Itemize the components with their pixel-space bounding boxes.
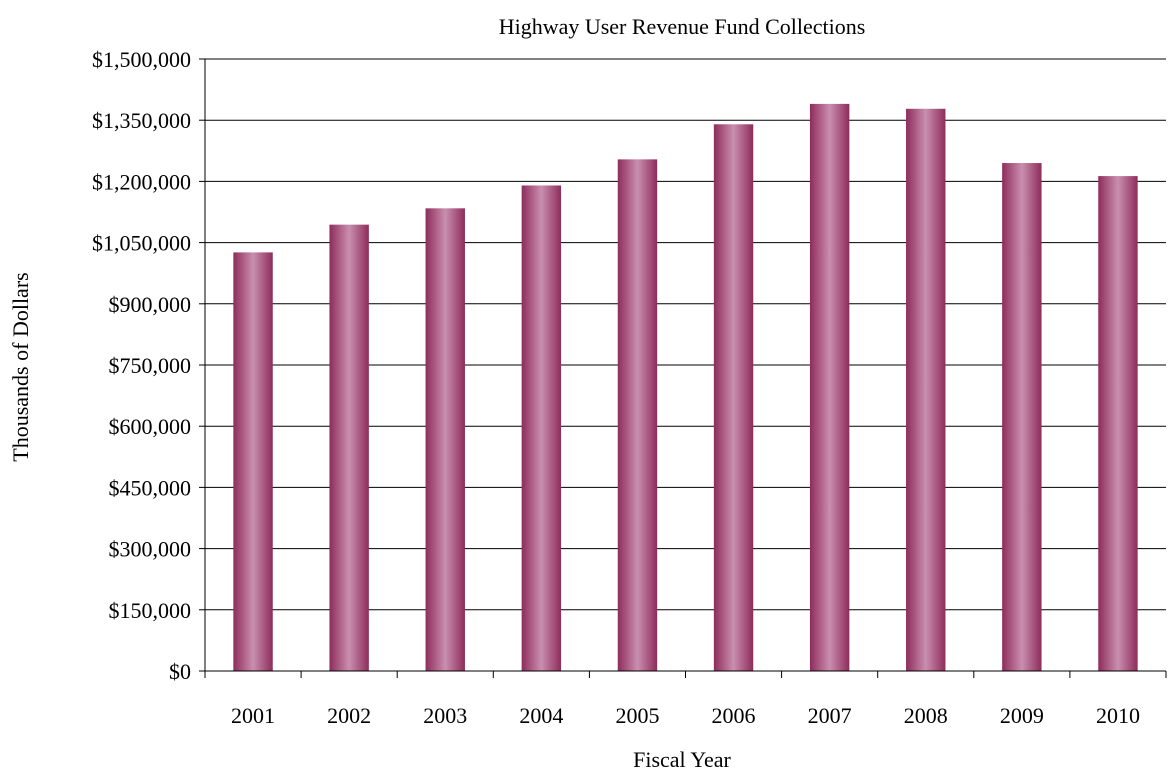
x-axis-label: Fiscal Year [633, 747, 731, 772]
y-tick-label: $0 [169, 659, 191, 684]
bar-2008 [906, 108, 946, 671]
x-tick-labels: 2001 2002 2003 2004 2005 2006 2007 2008 2009 2010 [231, 703, 1140, 728]
x-tick-label: 2004 [519, 703, 563, 728]
x-tick-label: 2010 [1096, 703, 1140, 728]
bar-2006 [713, 124, 754, 671]
x-tick-label: 2001 [231, 703, 275, 728]
y-tick-label: $750,000 [109, 353, 192, 378]
y-tick-label: $1,200,000 [92, 169, 191, 194]
y-tick-label: $1,500,000 [92, 47, 191, 72]
bar-2004 [521, 185, 562, 672]
bar-2007 [809, 103, 850, 671]
x-tick-label: 2006 [712, 703, 756, 728]
bars [233, 103, 1138, 672]
axes [204, 59, 1167, 678]
bar-2003 [425, 208, 465, 671]
bar-2010 [1098, 176, 1138, 671]
x-tick-label: 2003 [423, 703, 467, 728]
x-tick-label: 2009 [1000, 703, 1044, 728]
y-tick-label: $150,000 [109, 598, 192, 623]
y-tick-label: $900,000 [109, 292, 192, 317]
bar-2002 [329, 224, 369, 671]
y-tick-label: $450,000 [109, 475, 192, 500]
y-tick-labels: $0 $150,000 $300,000 $450,000 $600,000 $750,0… [92, 47, 205, 684]
y-tick-label: $1,350,000 [92, 108, 191, 133]
y-tick-label: $300,000 [109, 537, 192, 562]
bar-2005 [617, 159, 658, 672]
chart-title: Highway User Revenue Fund Collections [499, 14, 866, 39]
bar-2009 [1002, 163, 1042, 672]
x-tick-label: 2005 [615, 703, 659, 728]
y-tick-label: $1,050,000 [92, 231, 191, 256]
y-tick-label: $600,000 [109, 414, 192, 439]
x-tick-label: 2008 [904, 703, 948, 728]
x-tick-label: 2007 [808, 703, 852, 728]
bar-2001 [233, 252, 273, 671]
y-axis-label: Thousands of Dollars [8, 272, 33, 461]
x-tick-label: 2002 [327, 703, 371, 728]
